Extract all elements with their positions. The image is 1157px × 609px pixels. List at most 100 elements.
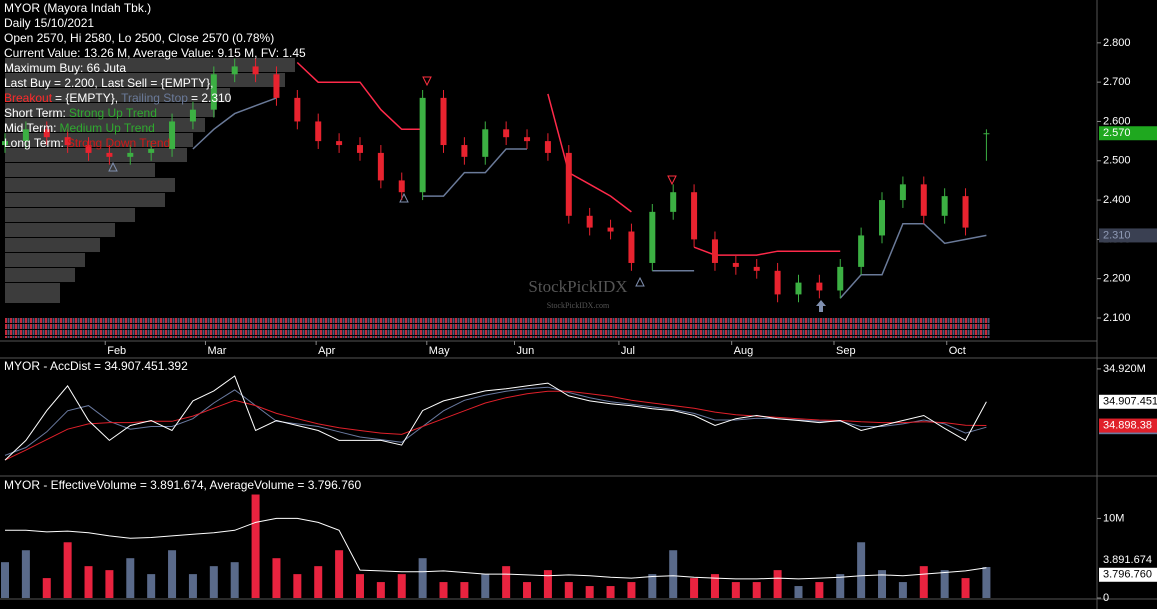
x-tick-label: Oct xyxy=(949,345,966,357)
volume-tag: 3.891.674 xyxy=(1103,554,1152,566)
candle-body xyxy=(106,152,113,157)
candle-body xyxy=(377,152,384,181)
volume-bar xyxy=(585,586,594,598)
header-long-term: Long Term: Strong Down Trend xyxy=(4,136,170,150)
header-breakout: Breakout = {EMPTY}, Trailing Stop = 2.310 xyxy=(4,91,232,105)
volume-bar xyxy=(982,567,991,598)
trailing-stop-line xyxy=(192,97,987,299)
series-tag: 34.898.38 xyxy=(1103,419,1152,431)
candle-body xyxy=(85,145,92,153)
average-tag-box xyxy=(1099,567,1157,582)
candle-body xyxy=(294,97,301,122)
candle-body xyxy=(336,141,343,146)
candle-body xyxy=(774,270,781,295)
series-tag-box xyxy=(1099,418,1157,433)
header-last-trade: Last Buy = 2.200, Last Sell = {EMPTY}, xyxy=(4,76,213,90)
y-tick-label: 2.100 xyxy=(1103,312,1131,324)
volume-bar xyxy=(209,566,218,598)
volume-bar xyxy=(63,542,72,598)
candle-body xyxy=(711,239,718,263)
candle-body xyxy=(753,266,760,271)
plot: Feb Mar Apr May Jun Jul Aug Sep Oct 2.100 2.200 2.3… xyxy=(1,37,1157,604)
candle-body xyxy=(189,109,196,122)
candle-body xyxy=(43,129,50,138)
volume-bar xyxy=(919,566,928,598)
header-values: Current Value: 13.26 M, Average Value: 9… xyxy=(4,46,306,60)
candle-body xyxy=(649,211,656,263)
volume-bar xyxy=(355,574,364,598)
candle-body xyxy=(315,121,322,142)
candle-body xyxy=(356,145,363,153)
volume-bar xyxy=(126,558,135,598)
header-ohlc: Open 2570, Hi 2580, Lo 2500, Close 2570 … xyxy=(4,31,274,45)
candle-body xyxy=(899,184,906,201)
candle-body xyxy=(440,97,447,146)
candle-body xyxy=(858,235,865,267)
series-line xyxy=(4,375,987,461)
candle-body xyxy=(461,145,468,157)
volume-bar xyxy=(335,550,344,598)
y-tick-label: 10M xyxy=(1103,512,1124,524)
candle-body xyxy=(148,148,155,153)
x-tick-label: Jun xyxy=(517,345,535,357)
short-label: Short Term: xyxy=(4,106,66,120)
short-value: Strong Up Trend xyxy=(69,106,157,120)
volume-tag-box xyxy=(1099,553,1157,568)
signal-markers xyxy=(108,76,826,312)
volume-bar xyxy=(502,566,511,598)
header-max-buy: Maximum Buy: 66 Juta xyxy=(4,61,126,75)
watermark-site: StockPickIDX.com xyxy=(547,301,610,310)
y-tick-label: 2.200 xyxy=(1103,273,1131,285)
candle-body xyxy=(127,152,134,157)
series-line xyxy=(4,390,987,461)
volume-bar xyxy=(147,574,156,598)
mid-value: Medium Up Trend xyxy=(59,121,154,135)
y-tick-label: 2.700 xyxy=(1103,76,1131,88)
candle-body xyxy=(544,141,551,153)
candle-body xyxy=(565,152,572,216)
y-tick-label: 34.920M xyxy=(1103,363,1146,375)
volume-profile xyxy=(5,58,295,303)
volume-bar xyxy=(481,574,490,598)
x-tick-label: Sep xyxy=(836,345,856,357)
x-tick-label: Mar xyxy=(207,345,226,357)
volume-bar xyxy=(857,542,866,598)
volume-bar xyxy=(293,574,302,598)
volume-bar xyxy=(397,574,406,598)
x-tick-label: Aug xyxy=(734,345,754,357)
volume-bar xyxy=(523,582,532,598)
volume-bar xyxy=(418,558,427,598)
volume-bar xyxy=(836,574,845,598)
volume-bar xyxy=(669,550,678,598)
volume-bar xyxy=(376,582,385,598)
trailing-tag-box xyxy=(1099,228,1157,243)
volume-bar xyxy=(439,582,448,598)
candle-body xyxy=(2,141,8,146)
y-tick-label: 0 xyxy=(1103,592,1109,604)
volume-bar xyxy=(105,570,114,598)
volume-bar xyxy=(794,586,803,598)
candle-body xyxy=(252,66,259,75)
volume-bar xyxy=(251,494,260,598)
candle-body xyxy=(482,129,489,157)
watermark-name: StockPickIDX xyxy=(528,277,627,296)
y-tick-label: 2.500 xyxy=(1103,155,1131,167)
volume-bar xyxy=(648,574,657,598)
candle-body xyxy=(22,129,29,142)
candle-body xyxy=(983,133,990,135)
volume-bar xyxy=(564,582,573,598)
volume-bar xyxy=(961,578,970,598)
volume-bar xyxy=(188,574,197,598)
volume-bar xyxy=(898,582,907,598)
volume-bar xyxy=(42,578,51,598)
header-symbol: MYOR (Mayora Indah Tbk.) xyxy=(4,1,151,15)
x-tick-label: Feb xyxy=(107,345,126,357)
candle-body xyxy=(503,129,510,138)
volume-bar xyxy=(272,558,281,598)
candle-body xyxy=(64,137,71,146)
watermark: StockPickIDX StockPickIDX.com xyxy=(528,277,627,310)
breakout-label: Breakout xyxy=(4,91,53,105)
